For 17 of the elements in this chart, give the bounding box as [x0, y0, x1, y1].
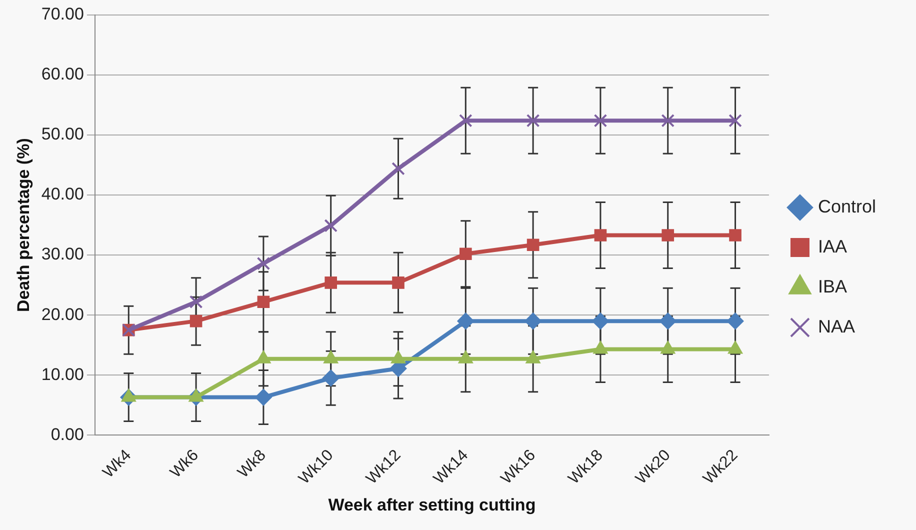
y-tick-label: 20.00 — [41, 304, 84, 324]
y-tick-label: 30.00 — [41, 244, 84, 264]
x-tick-label: Wk6 — [167, 446, 202, 482]
y-tick-label: 10.00 — [41, 364, 84, 384]
y-axis-title: Death percentage (%) — [14, 138, 33, 312]
y-tick-label: 70.00 — [41, 4, 84, 24]
x-tick-label: Wk8 — [234, 446, 270, 482]
legend-label: Control — [818, 196, 876, 216]
y-tick-label: 60.00 — [41, 64, 84, 84]
legend-label: NAA — [818, 316, 855, 336]
y-tick-label: 0.00 — [50, 424, 84, 444]
x-tick-label: Wk4 — [100, 446, 135, 482]
legend-label: IAA — [818, 236, 847, 256]
legend-label: IBA — [818, 276, 847, 296]
y-tick-label: 40.00 — [41, 184, 84, 204]
y-tick-label: 50.00 — [41, 124, 84, 144]
x-axis-title: Week after setting cutting — [328, 495, 536, 514]
